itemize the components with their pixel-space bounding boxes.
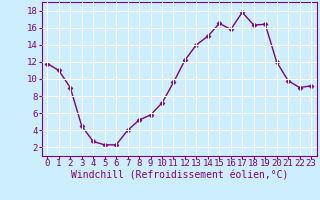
X-axis label: Windchill (Refroidissement éolien,°C): Windchill (Refroidissement éolien,°C) (70, 171, 288, 181)
